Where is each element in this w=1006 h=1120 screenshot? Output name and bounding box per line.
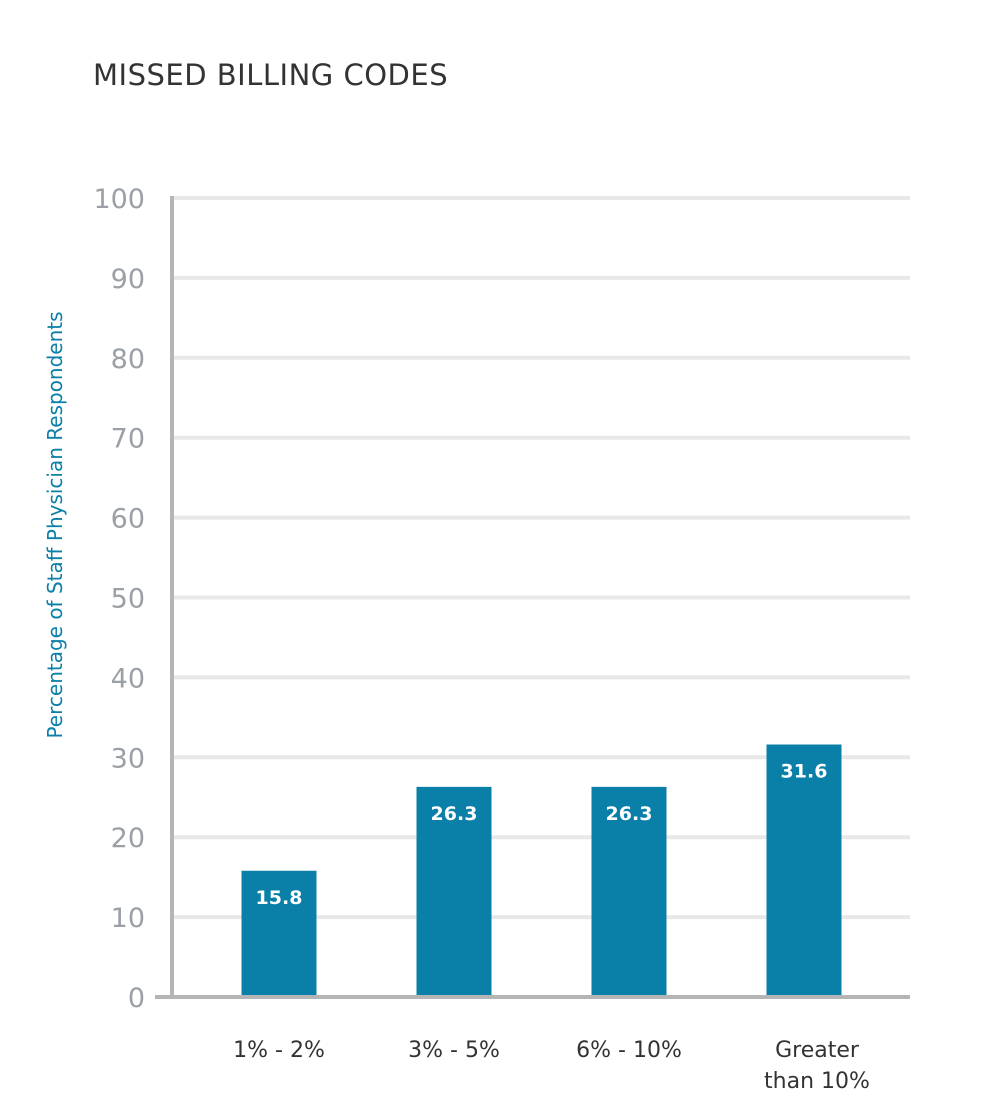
bar: [416, 786, 492, 997]
chart-title: MISSED BILLING CODES: [93, 58, 449, 92]
y-tick-label: 30: [111, 743, 145, 774]
y-axis-title: Percentage of Staff Physician Respondent…: [43, 311, 67, 738]
y-tick-label: 20: [111, 823, 145, 854]
x-tick-label: 1% - 2%: [233, 1038, 325, 1063]
bar: [766, 744, 842, 997]
y-tick-label: 80: [111, 344, 145, 375]
y-tick-label: 70: [111, 424, 145, 455]
bar: [591, 786, 667, 997]
x-tick-label: 3% - 5%: [408, 1038, 500, 1063]
axes: [155, 196, 910, 999]
y-tick-label: 10: [111, 903, 145, 934]
y-tick-label: 0: [128, 983, 145, 1014]
x-tick-label: Greater: [775, 1038, 860, 1063]
bar-value-label: 31.6: [781, 761, 828, 783]
x-tick-label: than 10%: [764, 1069, 870, 1094]
bar: [241, 870, 317, 997]
bar-value-label: 15.8: [256, 887, 303, 909]
labels: 0 10 20 30 40 50 60 70 80 90 100 15.8 1% - 2% 26.3 3% …: [43, 184, 870, 1094]
bar-value-label: 26.3: [606, 803, 653, 825]
y-tick-label: 60: [111, 504, 145, 535]
gridlines: [172, 196, 910, 920]
y-tick-label: 90: [111, 264, 145, 295]
bars: [241, 744, 842, 997]
y-tick-label: 100: [93, 184, 145, 215]
y-tick-label: 50: [111, 584, 145, 615]
bar-value-label: 26.3: [431, 803, 478, 825]
x-tick-label: 6% - 10%: [576, 1038, 682, 1063]
y-tick-label: 40: [111, 663, 145, 694]
